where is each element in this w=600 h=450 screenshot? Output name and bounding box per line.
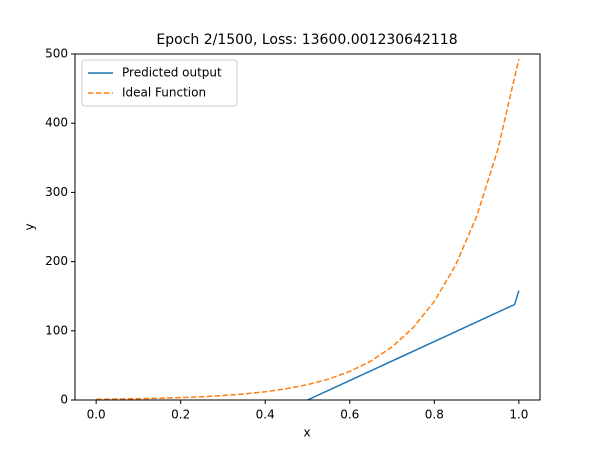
x-tick-label: 0.2: [171, 408, 190, 422]
x-tick-label: 0.0: [87, 408, 106, 422]
y-axis-label: y: [23, 223, 37, 230]
y-tick-label: 200: [45, 254, 68, 268]
x-tick-label: 0.4: [256, 408, 275, 422]
y-tick-label: 400: [45, 116, 68, 130]
x-tick-label: 1.0: [509, 408, 528, 422]
x-axis-label: x: [303, 426, 310, 440]
y-tick-label: 100: [45, 323, 68, 337]
y-tick-label: 500: [45, 47, 68, 61]
plot-lines: [96, 58, 520, 400]
y-tick-label: 0: [60, 393, 68, 407]
x-tick-label: 0.8: [425, 408, 444, 422]
series-line: [96, 58, 520, 400]
chart-title: Epoch 2/1500, Loss: 13600.001230642118: [156, 32, 457, 48]
plot-area: [75, 54, 540, 400]
legend-label: Ideal Function: [122, 86, 206, 100]
y-tick-label: 300: [45, 185, 68, 199]
axes-frame: [74, 53, 541, 401]
legend-label: Predicted output: [122, 66, 222, 80]
series-line: [307, 290, 520, 400]
legend: Predicted output Ideal Function: [81, 59, 238, 107]
legend-box: [81, 59, 238, 107]
x-tick-label: 0.6: [340, 408, 359, 422]
